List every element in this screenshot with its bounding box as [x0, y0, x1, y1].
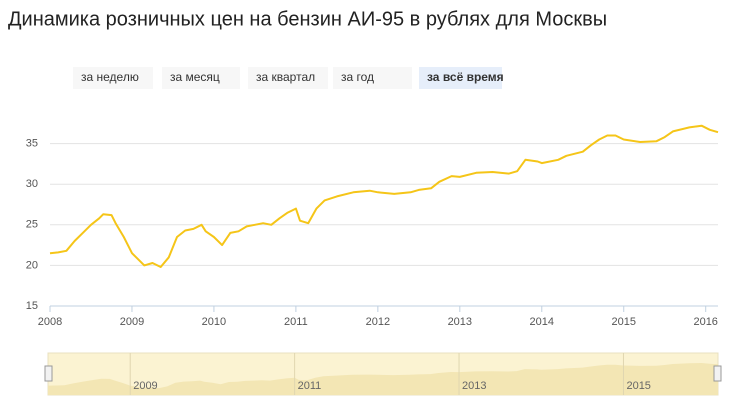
- x-tick-label: 2008: [38, 316, 62, 328]
- range-button-label[interactable]: за всё время: [427, 70, 504, 84]
- y-tick-label: 15: [26, 300, 38, 312]
- x-tick-label: 2016: [693, 316, 717, 328]
- x-tick-label: 2014: [530, 316, 554, 328]
- range-button-label[interactable]: за год: [341, 70, 374, 84]
- plot-area: 15 20 25 30 35 2008 2009 2010 2011 2012 2013 2014 20…: [26, 124, 719, 328]
- range-button[interactable]: [73, 67, 153, 89]
- range-button[interactable]: [248, 67, 328, 89]
- x-tick-label: 2009: [120, 316, 144, 328]
- navigator-handle[interactable]: [713, 365, 722, 382]
- price-line: [49, 124, 719, 268]
- range-button-label[interactable]: за месяц: [170, 70, 220, 84]
- x-tick-label: 2011: [284, 316, 308, 328]
- y-tick-label: 20: [26, 259, 38, 271]
- navigator-handle[interactable]: [44, 365, 53, 382]
- range-button[interactable]: [419, 67, 502, 89]
- chart-title: Динамика розничных цен на бензин АИ-95 в…: [8, 8, 607, 30]
- range-button-label[interactable]: за квартал: [256, 70, 315, 84]
- navigator-tick-label: 2009: [133, 380, 157, 392]
- range-selector: за неделю за месяц за квартал за год за всё …: [73, 67, 504, 89]
- navigator-area: [48, 363, 718, 395]
- x-tick-label: 2015: [612, 316, 636, 328]
- navigator-tick-label: 2011: [298, 380, 322, 392]
- x-tick-label: 2010: [202, 316, 226, 328]
- range-button[interactable]: [333, 67, 412, 89]
- x-tick-label: 2013: [448, 316, 472, 328]
- y-tick-label: 35: [26, 138, 38, 150]
- range-button-label[interactable]: за неделю: [81, 70, 139, 84]
- y-tick-label: 30: [26, 178, 38, 190]
- range-button[interactable]: [162, 67, 240, 89]
- navigator-tick-label: 2015: [626, 380, 650, 392]
- navigator: 2009 2011 2013 2015: [44, 352, 722, 396]
- navigator-tick-label: 2013: [462, 380, 486, 392]
- x-tick-label: 2012: [366, 316, 390, 328]
- y-tick-label: 25: [26, 219, 38, 231]
